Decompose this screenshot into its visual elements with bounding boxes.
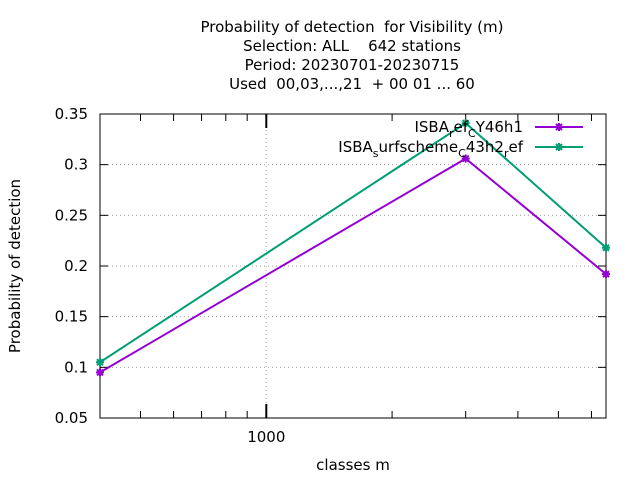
title-line: Period: 20230701-20230715: [245, 56, 460, 74]
y-tick-label: 0.3: [64, 156, 88, 174]
data-point: [602, 270, 610, 279]
data-point: [602, 243, 610, 252]
data-point: [461, 119, 470, 128]
title-line: Selection: ALL 642 stations: [243, 37, 461, 55]
series-line-1: [99, 121, 607, 364]
series-layer: [96, 119, 610, 377]
legend-marker: [555, 123, 563, 131]
x-tick-label: 1000: [247, 428, 285, 446]
y-axis-label: Probability of detection: [6, 179, 24, 353]
y-tick-label: 0.35: [55, 105, 88, 123]
legend-label-1: ISBAsurfschemeC43h2ref: [338, 138, 523, 160]
axis-ticks: 0.05 0.1 0.15 0.2 0.25 0.3 0.35 1000: [55, 105, 606, 446]
title-line: Used 00,03,...,21 + 00 01 ... 60: [229, 75, 475, 93]
y-tick-label: 0.15: [55, 308, 88, 326]
y-tick-label: 0.05: [55, 409, 88, 427]
x-axis-label: classes m: [316, 456, 390, 474]
data-point: [461, 154, 470, 163]
data-point: [96, 358, 104, 367]
y-tick-label: 0.2: [64, 257, 88, 275]
title-line: Probability of detection for Visibility …: [200, 18, 503, 36]
legend-label-0: ISBArefCY46h1: [414, 118, 523, 140]
y-tick-label: 0.1: [64, 358, 88, 376]
y-tick-label: 0.25: [55, 206, 88, 224]
data-point: [96, 368, 104, 377]
legend-marker: [555, 143, 563, 151]
grid: [100, 114, 606, 418]
chart-title: Probability of detection for Visibility …: [200, 18, 503, 93]
series-line-0: [99, 157, 607, 374]
